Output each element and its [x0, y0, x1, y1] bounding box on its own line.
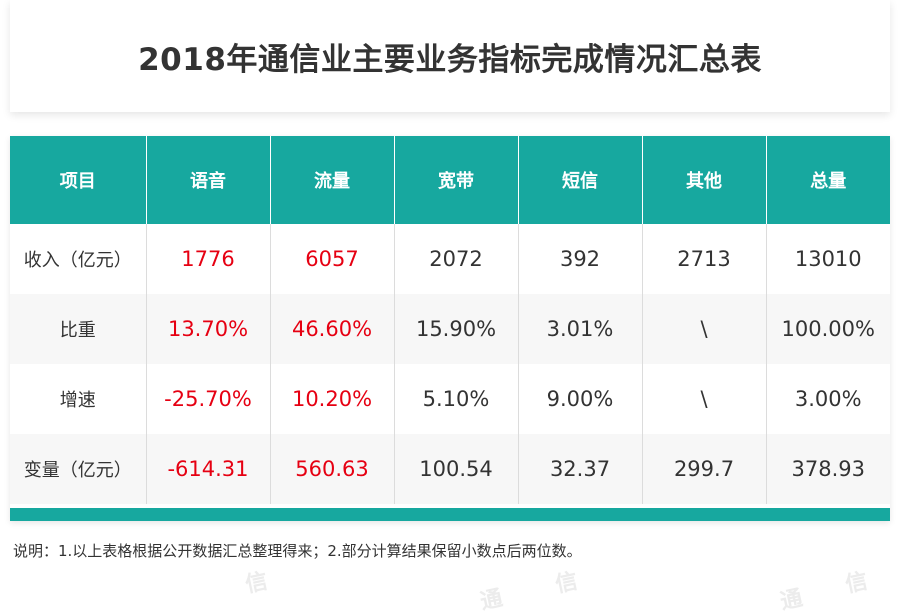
header-other: 其他	[642, 136, 767, 224]
summary-table: 项目 语音 流量 宽带 短信 其他 总量 收入（亿元） 1776 6057 20…	[10, 136, 890, 504]
table-header-row: 项目 语音 流量 宽带 短信 其他 总量	[10, 136, 890, 224]
watermark-char: 信	[553, 568, 580, 598]
row-label: 增速	[10, 364, 147, 434]
table-cell: 1776	[146, 224, 271, 294]
page-title: 2018年通信业主要业务指标完成情况汇总表	[138, 42, 762, 78]
footnote: 说明：1.以上表格根据公开数据汇总整理得来；2.部分计算结果保留小数点后两位数。	[13, 542, 582, 560]
table-cell: \	[642, 364, 767, 434]
row-label: 收入（亿元）	[10, 224, 147, 294]
table-cell: 100.00%	[766, 294, 890, 364]
table-row: 比重 13.70% 46.60% 15.90% 3.01% \ 100.00%	[10, 294, 890, 364]
table-cell: 2713	[642, 224, 767, 294]
table-cell: 10.20%	[270, 364, 395, 434]
table-cell: 5.10%	[394, 364, 519, 434]
summary-table-container: 项目 语音 流量 宽带 短信 其他 总量 收入（亿元） 1776 6057 20…	[10, 136, 890, 521]
table-cell: 299.7	[642, 434, 767, 504]
row-label: 变量（亿元）	[10, 434, 147, 504]
table-cell: 6057	[270, 224, 395, 294]
table-row: 变量（亿元） -614.31 560.63 100.54 32.37 299.7…	[10, 434, 890, 504]
header-voice: 语音	[146, 136, 271, 224]
table-cell: 392	[518, 224, 643, 294]
watermark-char: 通	[478, 585, 505, 615]
table-cell: 46.60%	[270, 294, 395, 364]
table-row: 增速 -25.70% 10.20% 5.10% 9.00% \ 3.00%	[10, 364, 890, 434]
header-sms: 短信	[518, 136, 643, 224]
table-cell: 9.00%	[518, 364, 643, 434]
table-cell: 13.70%	[146, 294, 271, 364]
table-cell: 13010	[766, 224, 890, 294]
table-cell: 3.01%	[518, 294, 643, 364]
table-cell: -25.70%	[146, 364, 271, 434]
watermark-char: 通	[778, 585, 805, 615]
table-cell: 560.63	[270, 434, 395, 504]
table-cell: \	[642, 294, 767, 364]
row-label: 比重	[10, 294, 147, 364]
table-cell: 3.00%	[766, 364, 890, 434]
header-total: 总量	[766, 136, 890, 224]
table-cell: 100.54	[394, 434, 519, 504]
header-item: 项目	[10, 136, 147, 224]
table-cell: -614.31	[146, 434, 271, 504]
table-bottom-bar	[10, 508, 890, 521]
watermark-char: 信	[843, 568, 870, 598]
watermark-char: 信	[243, 568, 270, 598]
table-cell: 2072	[394, 224, 519, 294]
header-broadband: 宽带	[394, 136, 519, 224]
table-cell: 15.90%	[394, 294, 519, 364]
title-card: 2018年通信业主要业务指标完成情况汇总表	[10, 0, 890, 112]
table-cell: 378.93	[766, 434, 890, 504]
table-cell: 32.37	[518, 434, 643, 504]
header-traffic: 流量	[270, 136, 395, 224]
table-row: 收入（亿元） 1776 6057 2072 392 2713 13010	[10, 224, 890, 294]
